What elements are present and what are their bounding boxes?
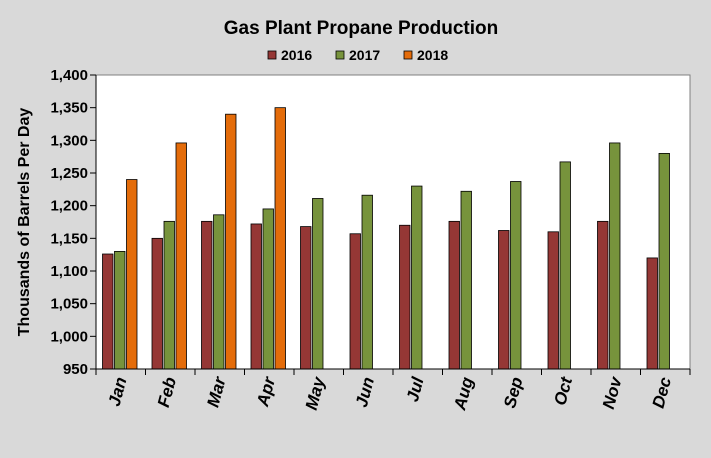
bar-2016-jan	[102, 253, 114, 370]
plot-area	[95, 74, 691, 370]
bar-2018-feb	[175, 142, 187, 370]
bar-2017-jun	[361, 194, 373, 370]
legend-label-2018: 2018	[417, 47, 448, 63]
bar-2016-apr	[250, 223, 262, 370]
bar-2016-nov	[597, 220, 609, 370]
bar-2016-dec	[646, 257, 658, 370]
y-tick-label: 1,200	[50, 198, 88, 215]
bar-2017-may	[312, 198, 324, 370]
bar-2016-aug	[448, 220, 460, 370]
bar-2017-jan	[114, 250, 126, 370]
bar-2016-mar	[201, 220, 213, 370]
bar-2017-apr	[262, 208, 274, 370]
y-tick-label: 1,300	[50, 132, 88, 149]
bar-2016-oct	[547, 231, 559, 370]
bar-2017-aug	[460, 190, 472, 370]
legend-swatch-2018	[403, 50, 413, 60]
bar-2017-sep	[510, 181, 522, 370]
bar-2016-may	[300, 226, 312, 370]
y-tick-label: 1,400	[50, 67, 88, 84]
legend: 2016 2017 2018	[267, 47, 448, 63]
bar-2016-sep	[498, 230, 510, 370]
bar-2017-jul	[411, 185, 423, 370]
bar-2016-feb	[151, 237, 163, 370]
chart-title: Gas Plant Propane Production	[224, 18, 499, 39]
y-axis: 950 1,000 1,050 1,100 1,150 1,200 1,250 1,300 1,…	[50, 67, 97, 378]
bar-2017-oct	[559, 161, 571, 370]
legend-label-2016: 2016	[281, 47, 312, 63]
bar-2018-jan	[126, 179, 138, 370]
bar-2017-dec	[658, 152, 670, 370]
y-axis-label: Thousands of Barrels Per Day	[16, 108, 33, 337]
y-tick-label: 1,150	[50, 230, 88, 247]
y-tick-label: 1,050	[50, 296, 88, 313]
bar-2018-apr	[274, 107, 286, 370]
y-tick-label: 1,100	[50, 263, 88, 280]
y-tick-label: 1,350	[50, 100, 88, 117]
y-tick-label: 950	[63, 361, 88, 378]
bars	[102, 107, 670, 370]
bar-2016-jul	[399, 224, 411, 370]
y-tick-label: 1,000	[50, 328, 88, 345]
legend-swatch-2016	[267, 50, 277, 60]
bar-2017-nov	[609, 142, 621, 370]
bar-2018-mar	[225, 113, 237, 370]
bar-2016-jun	[349, 233, 361, 370]
bar-2017-feb	[163, 220, 175, 370]
bar-2017-mar	[213, 214, 225, 370]
legend-label-2017: 2017	[349, 47, 380, 63]
y-tick-label: 1,250	[50, 165, 88, 182]
legend-swatch-2017	[335, 50, 345, 60]
